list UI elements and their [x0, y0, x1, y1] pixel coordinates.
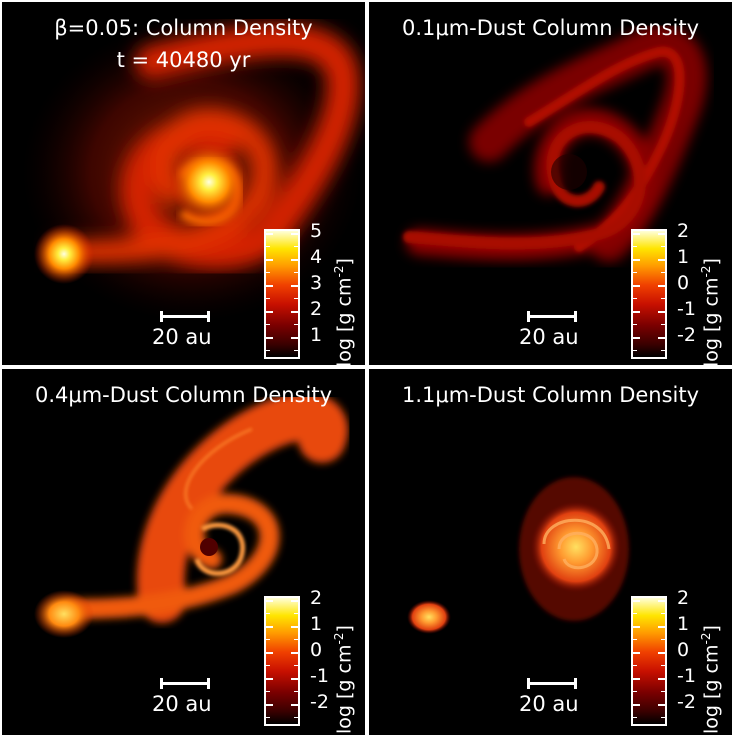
colorbar-tick: -2 — [677, 324, 696, 346]
colorbar-tick: 1 — [677, 246, 690, 268]
colorbar-tick: -1 — [677, 298, 696, 320]
dust-01um-density-image — [369, 2, 732, 365]
colorbar-tick: 2 — [310, 587, 323, 609]
panel-dust-11um: 1.1μm-Dust Column Density 2 1 0 -1 -2 lo… — [369, 369, 732, 735]
panel-title: 1.1μm-Dust Column Density — [401, 383, 700, 407]
colorbar-label: log [g cm-2] — [699, 258, 723, 365]
colorbar — [264, 229, 300, 359]
colorbar — [264, 596, 300, 726]
panel-gas-column-density: β=0.05: Column Density t = 40480 yr 5 4 … — [2, 2, 365, 365]
panel-dust-01um: 0.1μm-Dust Column Density 2 1 0 -1 -2 lo… — [369, 2, 732, 365]
colorbar-tick: 1 — [677, 613, 690, 635]
scale-label: 20 au — [519, 325, 579, 349]
colorbar-tick: 2 — [677, 220, 690, 242]
dust-11um-density-image — [369, 369, 732, 735]
panel-title: 0.4μm-Dust Column Density — [34, 383, 333, 407]
colorbar-tick: 5 — [310, 220, 323, 242]
colorbar-label: log [g cm-2] — [332, 258, 356, 365]
panel-title: β=0.05: Column Density — [54, 16, 313, 40]
colorbar-tick: 0 — [677, 639, 690, 661]
colorbar-tick: -2 — [677, 691, 696, 713]
colorbar-tick: 4 — [310, 246, 323, 268]
colorbar — [631, 229, 667, 359]
scale-bar — [160, 311, 210, 322]
colorbar-tick: -1 — [677, 665, 696, 687]
scale-bar — [160, 678, 210, 689]
colorbar-tick: 0 — [310, 639, 323, 661]
colorbar-tick: -1 — [310, 665, 329, 687]
scale-bar — [527, 311, 577, 322]
colorbar-tick: 2 — [677, 587, 690, 609]
colorbar-tick: 1 — [310, 324, 323, 346]
scale-label: 20 au — [152, 325, 212, 349]
time-label: t = 40480 yr — [116, 48, 251, 72]
colorbar-tick: 1 — [310, 613, 323, 635]
colorbar-tick: 0 — [677, 272, 690, 294]
scale-label: 20 au — [519, 692, 579, 716]
colorbar-label: log [g cm-2] — [699, 625, 723, 734]
panel-dust-04um: 0.4μm-Dust Column Density 2 1 0 -1 -2 lo… — [2, 369, 365, 735]
colorbar-tick: 3 — [310, 272, 323, 294]
colorbar-tick: 2 — [310, 298, 323, 320]
colorbar-tick: -2 — [310, 691, 329, 713]
dust-04um-density-image — [2, 369, 365, 735]
panel-title: 0.1μm-Dust Column Density — [401, 16, 700, 40]
colorbar — [631, 596, 667, 726]
scale-bar — [527, 678, 577, 689]
colorbar-label: log [g cm-2] — [332, 625, 356, 734]
scale-label: 20 au — [152, 692, 212, 716]
